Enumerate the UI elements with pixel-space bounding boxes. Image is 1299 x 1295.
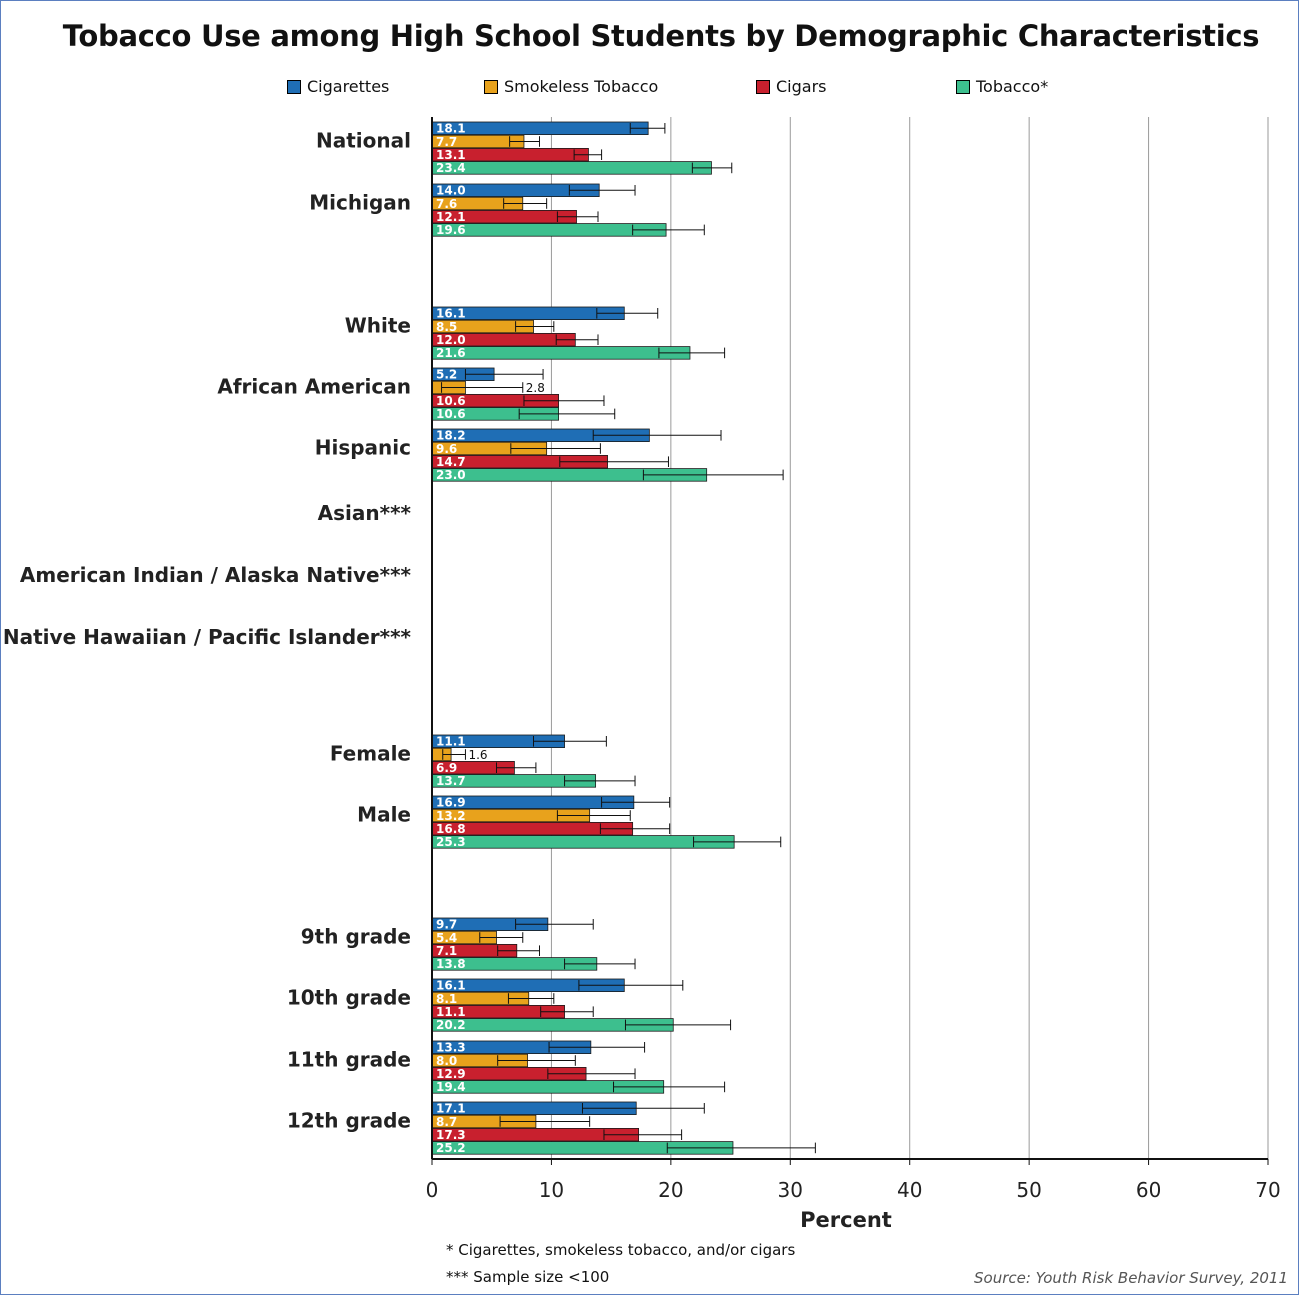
- x-axis-label: Percent: [800, 1208, 892, 1232]
- category-label-white: White: [345, 313, 411, 337]
- value-label-white-cigars: 12.0: [436, 333, 466, 347]
- x-tick-label-20: 20: [658, 1178, 683, 1202]
- bar-michigan-tobacco: [431, 223, 667, 237]
- legend-label-cigarettes: Cigarettes: [307, 77, 390, 96]
- value-label-national-cigarettes: 18.1: [436, 122, 466, 136]
- value-label-12th-grade-cigars: 17.3: [436, 1128, 466, 1142]
- bar-white-tobacco: [431, 346, 691, 360]
- value-label-9th-grade-smokeless-tobacco: 5.4: [436, 931, 457, 945]
- legend-item-cigars: Cigars: [756, 77, 827, 96]
- value-label-12th-grade-tobacco: 25.2: [436, 1141, 466, 1155]
- value-label-10th-grade-cigarettes: 16.1: [436, 979, 466, 993]
- x-tick-label-50: 50: [1016, 1178, 1041, 1202]
- category-label-11th-grade: 11th grade: [287, 1047, 411, 1071]
- category-label-asian: Asian***: [318, 501, 412, 525]
- category-label-national: National: [316, 128, 411, 152]
- value-label-national-cigars: 13.1: [436, 148, 466, 162]
- value-label-african-american-smokeless-tobacco: 2.8: [526, 381, 545, 395]
- value-label-male-smokeless-tobacco: 13.2: [436, 809, 466, 823]
- source-note: Source: Youth Risk Behavior Survey, 2011: [974, 1269, 1288, 1287]
- legend: Cigarettes Smokeless Tobacco Cigars Toba…: [1, 77, 1299, 101]
- value-label-white-tobacco: 21.6: [436, 346, 466, 360]
- legend-item-tobacco: Tobacco*: [956, 77, 1048, 96]
- category-label-9th-grade: 9th grade: [301, 924, 411, 948]
- value-label-african-american-tobacco: 10.6: [436, 407, 466, 421]
- value-label-10th-grade-cigars: 11.1: [436, 1005, 466, 1019]
- value-label-female-cigarettes: 11.1: [436, 735, 466, 749]
- x-tick-label-30: 30: [778, 1178, 803, 1202]
- value-label-hispanic-smokeless-tobacco: 9.6: [436, 442, 457, 456]
- value-label-male-cigars: 16.8: [436, 822, 466, 836]
- bar-male-tobacco: [431, 835, 735, 849]
- legend-swatch-smokeless: [484, 79, 498, 94]
- value-label-hispanic-tobacco: 23.0: [436, 468, 466, 482]
- value-label-9th-grade-cigarettes: 9.7: [436, 918, 457, 932]
- bar-national-tobacco: [431, 161, 712, 175]
- value-label-9th-grade-tobacco: 13.8: [436, 957, 466, 971]
- value-label-white-smokeless-tobacco: 8.5: [436, 320, 457, 334]
- x-tick-label-0: 0: [426, 1178, 439, 1202]
- value-label-michigan-tobacco: 19.6: [436, 223, 466, 237]
- value-label-male-tobacco: 25.3: [436, 835, 466, 849]
- legend-label-tobacco: Tobacco*: [976, 77, 1049, 96]
- category-label-10th-grade: 10th grade: [287, 985, 411, 1009]
- chart-title: Tobacco Use among High School Students b…: [62, 19, 1260, 53]
- legend-swatch-cigars: [756, 79, 770, 94]
- x-tick-label-10: 10: [539, 1178, 564, 1202]
- value-label-11th-grade-cigarettes: 13.3: [436, 1041, 466, 1055]
- value-label-female-cigars: 6.9: [436, 761, 457, 775]
- value-label-9th-grade-cigars: 7.1: [436, 944, 457, 958]
- value-label-hispanic-cigarettes: 18.2: [436, 429, 466, 443]
- category-label-native-hawaiian-pacific-islander: Native Hawaiian / Pacific Islander***: [3, 625, 412, 649]
- value-label-african-american-cigarettes: 5.2: [436, 368, 457, 382]
- category-label-american-indian-alaska-native: American Indian / Alaska Native***: [20, 563, 412, 587]
- x-tick-label-40: 40: [897, 1178, 922, 1202]
- legend-label-smokeless: Smokeless Tobacco: [504, 77, 659, 96]
- legend-swatch-cigarettes: [287, 79, 301, 94]
- value-label-african-american-cigars: 10.6: [436, 394, 466, 408]
- legend-label-cigars: Cigars: [776, 77, 827, 96]
- footnote-tobacco-definition: * Cigarettes, smokeless tobacco, and/or …: [446, 1241, 796, 1259]
- value-label-11th-grade-smokeless-tobacco: 8.0: [436, 1054, 457, 1068]
- value-label-female-tobacco: 13.7: [436, 774, 466, 788]
- category-label-african-american: African American: [217, 374, 411, 398]
- category-label-male: Male: [357, 802, 411, 826]
- x-tick-label-70: 70: [1255, 1178, 1280, 1202]
- legend-item-cigarettes: Cigarettes: [287, 77, 389, 96]
- value-label-12th-grade-smokeless-tobacco: 8.7: [436, 1115, 457, 1129]
- category-label-female: Female: [330, 741, 411, 765]
- x-tick-label-60: 60: [1136, 1178, 1161, 1202]
- value-label-10th-grade-smokeless-tobacco: 8.1: [436, 992, 457, 1006]
- value-label-male-cigarettes: 16.9: [436, 796, 466, 810]
- category-label-michigan: Michigan: [309, 190, 411, 214]
- value-label-12th-grade-cigarettes: 17.1: [436, 1102, 466, 1116]
- value-label-hispanic-cigars: 14.7: [436, 455, 466, 469]
- legend-swatch-tobacco: [956, 79, 970, 94]
- value-label-michigan-cigars: 12.1: [436, 210, 466, 224]
- value-label-michigan-smokeless-tobacco: 7.6: [436, 197, 457, 211]
- category-label-hispanic: Hispanic: [315, 435, 411, 459]
- value-label-white-cigarettes: 16.1: [436, 307, 466, 321]
- value-label-10th-grade-tobacco: 20.2: [436, 1018, 466, 1032]
- value-label-national-smokeless-tobacco: 7.7: [436, 135, 457, 149]
- category-label-12th-grade: 12th grade: [287, 1108, 411, 1132]
- footnote-sample-size: *** Sample size <100: [446, 1268, 610, 1286]
- value-label-11th-grade-tobacco: 19.4: [436, 1080, 466, 1094]
- value-label-female-smokeless-tobacco: 1.6: [468, 748, 487, 762]
- legend-item-smokeless: Smokeless Tobacco: [484, 77, 658, 96]
- value-label-11th-grade-cigars: 12.9: [436, 1067, 466, 1081]
- value-label-national-tobacco: 23.4: [436, 161, 466, 175]
- value-label-michigan-cigarettes: 14.0: [436, 184, 466, 198]
